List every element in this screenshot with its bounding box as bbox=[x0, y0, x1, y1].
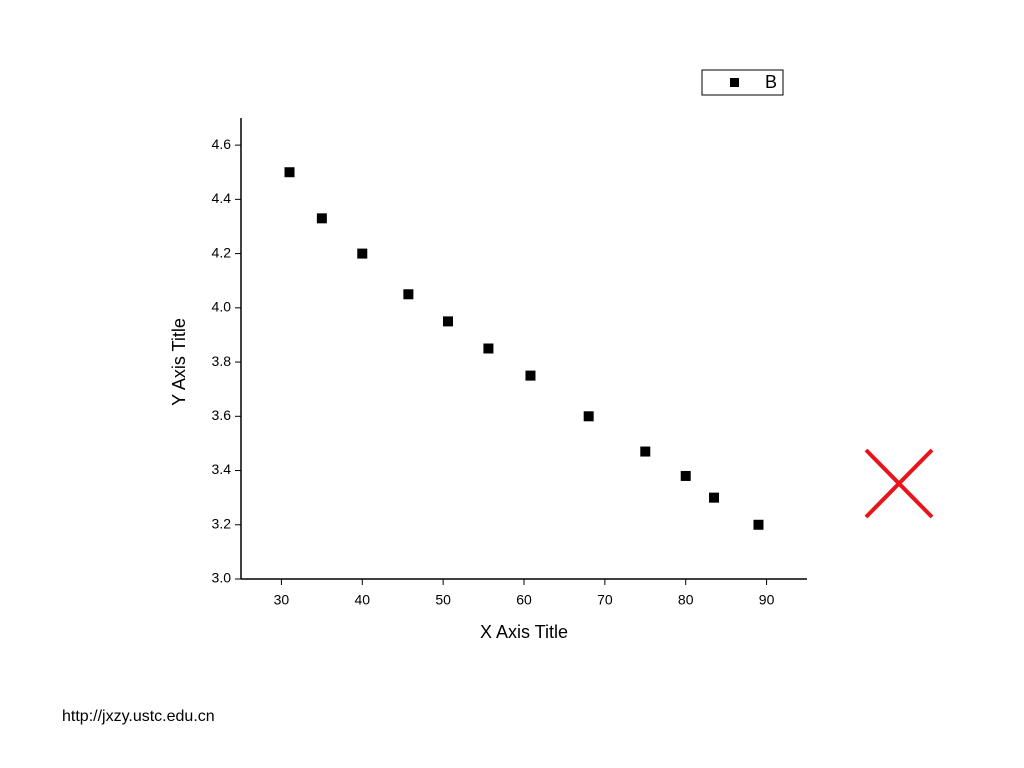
x-tick-label: 30 bbox=[274, 592, 290, 608]
x-tick-label: 70 bbox=[597, 592, 613, 608]
red-cross bbox=[864, 448, 934, 519]
data-point bbox=[316, 213, 327, 224]
data-point bbox=[525, 370, 536, 381]
data-point bbox=[442, 316, 453, 327]
data-point bbox=[403, 289, 414, 300]
legend-label: B bbox=[765, 72, 777, 92]
y-tick-label: 4.0 bbox=[212, 299, 232, 315]
x-tick-label: 40 bbox=[354, 592, 370, 608]
y-tick-label: 4.6 bbox=[212, 136, 232, 152]
y-tick-label: 3.4 bbox=[212, 461, 232, 477]
x-tick-label: 60 bbox=[516, 592, 532, 608]
data-point bbox=[709, 492, 720, 503]
footer-url: http://jxzy.ustc.edu.cn bbox=[62, 708, 215, 725]
y-tick-label: 4.2 bbox=[212, 244, 232, 260]
x-axis-title: X Axis Title bbox=[480, 622, 568, 642]
x-tick-label: 50 bbox=[435, 592, 451, 608]
data-point bbox=[640, 446, 651, 457]
data-point bbox=[583, 411, 594, 422]
y-tick-label: 3.0 bbox=[212, 570, 232, 586]
y-tick-label: 3.2 bbox=[212, 515, 232, 531]
data-point bbox=[357, 248, 368, 259]
data-point bbox=[284, 167, 295, 178]
y-tick-label: 3.8 bbox=[212, 353, 232, 369]
x-tick-label: 90 bbox=[759, 592, 775, 608]
x-tick-label: 80 bbox=[678, 592, 694, 608]
cross-stroke bbox=[864, 448, 934, 519]
y-tick-label: 3.6 bbox=[212, 407, 232, 423]
y-axis-title: Y Axis Title bbox=[169, 318, 189, 406]
legend-marker bbox=[730, 78, 739, 87]
data-point bbox=[753, 519, 764, 530]
legend-box bbox=[701, 69, 784, 96]
data-point bbox=[483, 343, 494, 354]
y-tick-label: 4.4 bbox=[212, 190, 232, 206]
data-point bbox=[680, 470, 691, 481]
